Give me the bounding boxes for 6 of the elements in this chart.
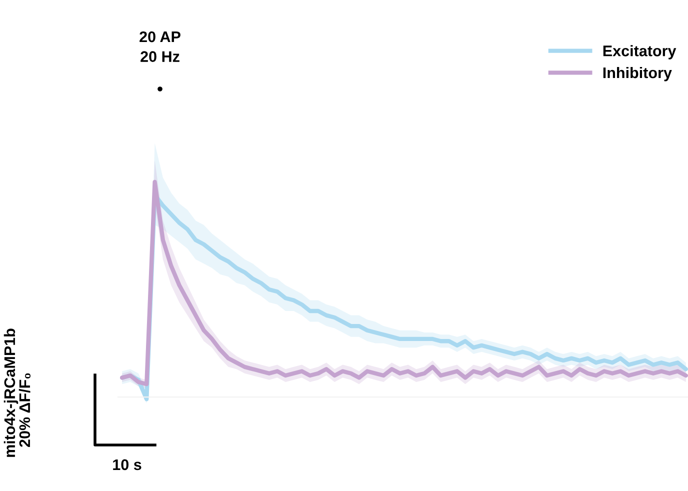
legend-label: Excitatory (603, 45, 676, 60)
text: mito4x-jRCaMP1b (4, 328, 18, 457)
legend-label: Inhibitory (603, 66, 672, 82)
text: 10 s (113, 459, 142, 470)
text: 20 AP 20 Hz (140, 31, 180, 62)
text: 20% ΔF/F₀ (18, 373, 30, 447)
